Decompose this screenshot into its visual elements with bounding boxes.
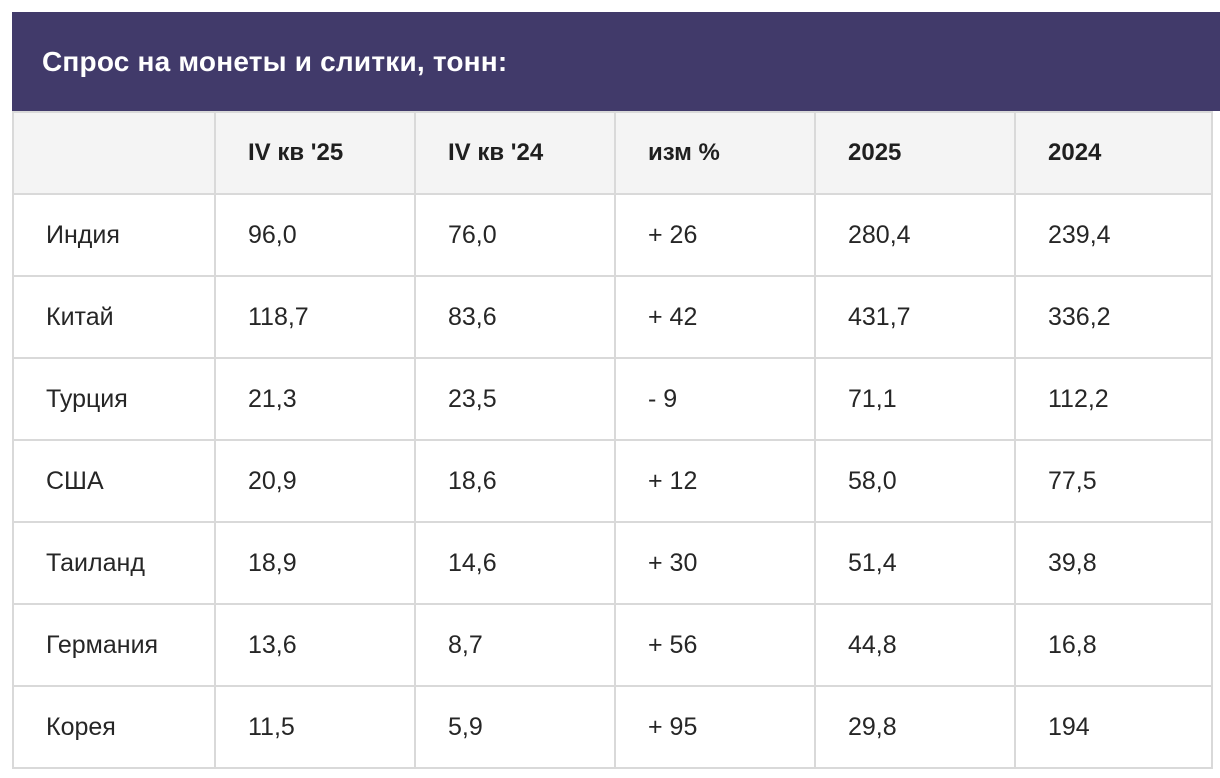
table-row-turkey: Турция 21,3 23,5 - 9 71,1 112,2 (12, 357, 1213, 441)
value-cell: 194 (1014, 685, 1213, 769)
value-cell: 431,7 (814, 275, 1016, 359)
value-cell: 20,9 (214, 439, 416, 523)
table-row-thailand: Таиланд 18,9 14,6 + 30 51,4 39,8 (12, 521, 1213, 605)
table-row-korea: Корея 11,5 5,9 + 95 29,8 194 (12, 685, 1213, 769)
value-cell: 13,6 (214, 603, 416, 687)
country-cell: Таиланд (12, 521, 216, 605)
value-cell: 83,6 (414, 275, 616, 359)
value-cell: + 12 (614, 439, 816, 523)
value-cell: 5,9 (414, 685, 616, 769)
country-cell: Индия (12, 193, 216, 277)
value-cell: 51,4 (814, 521, 1016, 605)
value-cell: 76,0 (414, 193, 616, 277)
value-cell: 58,0 (814, 439, 1016, 523)
country-cell: Турция (12, 357, 216, 441)
value-cell: + 95 (614, 685, 816, 769)
value-cell: 239,4 (1014, 193, 1213, 277)
value-cell: 14,6 (414, 521, 616, 605)
value-cell: 18,6 (414, 439, 616, 523)
value-cell: 77,5 (1014, 439, 1213, 523)
column-header-q4-25: IV кв '25 (214, 111, 416, 195)
table-row-india: Индия 96,0 76,0 + 26 280,4 239,4 (12, 193, 1213, 277)
value-cell: 29,8 (814, 685, 1016, 769)
value-cell: 71,1 (814, 357, 1016, 441)
country-cell: Китай (12, 275, 216, 359)
table-row-usa: США 20,9 18,6 + 12 58,0 77,5 (12, 439, 1213, 523)
title-bar: Спрос на монеты и слитки, тонн: (12, 12, 1220, 111)
value-cell: 96,0 (214, 193, 416, 277)
value-cell: 39,8 (1014, 521, 1213, 605)
column-header-empty (12, 111, 216, 195)
value-cell: + 26 (614, 193, 816, 277)
country-cell: США (12, 439, 216, 523)
value-cell: 336,2 (1014, 275, 1213, 359)
table-body: Индия 96,0 76,0 + 26 280,4 239,4 Китай 1… (12, 193, 1213, 769)
value-cell: 18,9 (214, 521, 416, 605)
page-title: Спрос на монеты и слитки, тонн: (42, 45, 508, 77)
value-cell: 21,3 (214, 357, 416, 441)
table-row-china: Китай 118,7 83,6 + 42 431,7 336,2 (12, 275, 1213, 359)
table-row-germany: Германия 13,6 8,7 + 56 44,8 16,8 (12, 603, 1213, 687)
country-cell: Германия (12, 603, 216, 687)
column-header-q4-24: IV кв '24 (414, 111, 616, 195)
value-cell: 112,2 (1014, 357, 1213, 441)
value-cell: 280,4 (814, 193, 1016, 277)
value-cell: 23,5 (414, 357, 616, 441)
column-header-2024: 2024 (1014, 111, 1213, 195)
value-cell: 118,7 (214, 275, 416, 359)
value-cell: 16,8 (1014, 603, 1213, 687)
value-cell: + 42 (614, 275, 816, 359)
value-cell: + 30 (614, 521, 816, 605)
value-cell: 11,5 (214, 685, 416, 769)
value-cell: + 56 (614, 603, 816, 687)
value-cell: 8,7 (414, 603, 616, 687)
header-row: IV кв '25 IV кв '24 изм % 2025 2024 (12, 111, 1213, 195)
country-cell: Корея (12, 685, 216, 769)
demand-table: IV кв '25 IV кв '24 изм % 2025 2024 Инди… (12, 111, 1213, 769)
column-header-change-pct: изм % (614, 111, 816, 195)
table-header: IV кв '25 IV кв '24 изм % 2025 2024 (12, 111, 1213, 195)
column-header-2025: 2025 (814, 111, 1016, 195)
value-cell: 44,8 (814, 603, 1016, 687)
value-cell: - 9 (614, 357, 816, 441)
